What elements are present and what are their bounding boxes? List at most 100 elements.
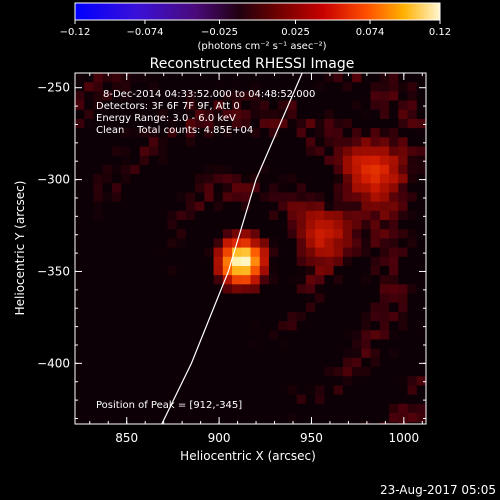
heatmap-cell — [232, 82, 242, 92]
heatmap-cell — [259, 82, 270, 92]
heatmap-cell — [222, 183, 233, 193]
heatmap-cell — [389, 91, 399, 101]
heatmap-cell — [416, 330, 426, 340]
heatmap-cell — [296, 82, 307, 92]
heatmap-cell — [241, 357, 251, 368]
heatmap-cell — [93, 201, 104, 212]
heatmap-cell — [315, 91, 325, 101]
heatmap-cell — [342, 256, 353, 267]
heatmap-cell — [75, 422, 85, 424]
heatmap-cell — [130, 100, 141, 111]
heatmap-cell — [352, 293, 362, 304]
heatmap-cell — [389, 256, 399, 267]
heatmap-cell — [361, 302, 371, 313]
heatmap-cell — [195, 357, 205, 368]
heatmap-cell — [324, 174, 335, 184]
heatmap-cell — [379, 73, 390, 83]
heatmap-cell — [93, 311, 104, 322]
heatmap-cell — [389, 128, 399, 138]
heatmap-cell — [379, 118, 390, 129]
y-tick-label: −300 — [37, 173, 70, 187]
heatmap-cell — [361, 109, 371, 120]
heatmap-cell — [324, 183, 335, 193]
heatmap-cell — [352, 146, 362, 157]
heatmap-cell — [102, 311, 113, 322]
heatmap-cell — [296, 174, 307, 184]
heatmap-cell — [213, 229, 224, 239]
heatmap-cell — [407, 73, 418, 83]
heatmap-cell — [111, 192, 122, 203]
heatmap-cell — [213, 155, 224, 166]
heatmap-cell — [352, 109, 362, 120]
heatmap-cell — [93, 174, 104, 184]
heatmap-cell — [93, 348, 104, 359]
heatmap-cell — [102, 238, 113, 248]
heatmap-cell — [407, 265, 418, 276]
heatmap-cell — [195, 164, 205, 175]
heatmap-cell — [296, 256, 307, 267]
heatmap-cell — [195, 367, 205, 377]
heatmap-cell — [352, 265, 362, 276]
heatmap-cell — [342, 247, 353, 258]
heatmap-cell — [278, 367, 288, 377]
heatmap-cell — [352, 238, 362, 248]
heatmap-cell — [287, 385, 298, 395]
heatmap-cell — [250, 137, 261, 147]
heatmap-cell — [361, 118, 371, 129]
heatmap-cell — [268, 192, 279, 203]
heatmap-cell — [139, 82, 150, 92]
heatmap-cell — [102, 128, 113, 138]
heatmap-cell — [204, 201, 214, 212]
heatmap-cell — [93, 220, 104, 230]
heatmap-cell — [398, 412, 408, 423]
heatmap-cell — [195, 256, 205, 267]
heatmap-cell — [148, 293, 159, 304]
heatmap-cell — [93, 137, 104, 147]
heatmap-cell — [139, 357, 150, 368]
heatmap-cell — [287, 118, 298, 129]
heatmap-cell — [158, 238, 168, 248]
heatmap-cell — [315, 247, 325, 258]
heatmap-cell — [204, 109, 214, 120]
heatmap-cell — [84, 109, 94, 120]
heatmap-cell — [379, 302, 390, 313]
heatmap-cell — [379, 385, 390, 395]
heatmap-cell — [213, 275, 224, 285]
heatmap-cell — [333, 412, 344, 423]
heatmap-cell — [75, 265, 85, 276]
heatmap-cell — [416, 265, 426, 276]
heatmap-cell — [361, 73, 371, 83]
heatmap-cell — [398, 100, 408, 111]
heatmap-cell — [222, 265, 233, 276]
heatmap-cell — [84, 394, 94, 405]
heatmap-cell — [361, 412, 371, 423]
heatmap-cell — [259, 394, 270, 405]
colorbar-tick-label: 0.074 — [356, 27, 385, 38]
heatmap-cell — [204, 412, 214, 423]
heatmap-cell — [232, 109, 242, 120]
heatmap-cell — [111, 201, 122, 212]
heatmap-cell — [361, 357, 371, 368]
heatmap-cell — [370, 311, 381, 322]
heatmap-cell — [426, 376, 436, 386]
heatmap-cell — [75, 321, 85, 331]
heatmap-cell — [250, 357, 261, 368]
heatmap-cell — [250, 302, 261, 313]
heatmap-cell — [426, 358, 436, 368]
heatmap-cell — [278, 403, 288, 414]
heatmap-cell — [370, 247, 381, 258]
heatmap-cell — [259, 100, 270, 111]
heatmap-cell — [305, 357, 316, 368]
heatmap-cell — [111, 118, 122, 129]
heatmap-cell — [315, 128, 325, 138]
heatmap-cell — [139, 376, 150, 386]
heatmap-cell — [185, 91, 196, 101]
heatmap-cell — [324, 238, 335, 248]
heatmap-cell — [148, 128, 159, 138]
heatmap-cell — [148, 339, 159, 350]
heatmap-cell — [93, 192, 104, 203]
heatmap-cell — [296, 91, 307, 101]
heatmap-cell — [370, 367, 381, 377]
heatmap-cell — [416, 100, 426, 111]
heatmap-cell — [185, 348, 196, 359]
